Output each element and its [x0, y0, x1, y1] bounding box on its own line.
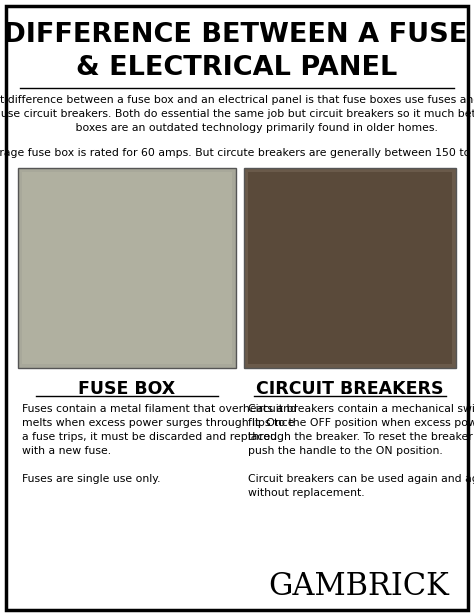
- Text: FUSE BOX: FUSE BOX: [78, 380, 175, 398]
- Text: THE DIFFERENCE BETWEEN A FUSE BOX: THE DIFFERENCE BETWEEN A FUSE BOX: [0, 22, 474, 48]
- Text: GAMBRICK: GAMBRICK: [268, 571, 449, 602]
- Text: Fuses contain a metal filament that overheats and
melts when excess power surges: Fuses contain a metal filament that over…: [22, 404, 297, 484]
- Text: The average fuse box is rated for 60 amps. But circute breakers are generally be: The average fuse box is rated for 60 amp…: [0, 148, 474, 158]
- Bar: [22, 172, 232, 364]
- Text: The biggest difference between a fuse box and an electrical panel is that fuse b: The biggest difference between a fuse bo…: [0, 95, 474, 133]
- Bar: [248, 172, 452, 364]
- Text: Circuit breakers contain a mechanical switch that
flips to the OFF position when: Circuit breakers contain a mechanical sw…: [248, 404, 474, 498]
- Bar: [18, 168, 236, 368]
- Bar: [244, 168, 456, 368]
- Text: CIRCUIT BREAKERS: CIRCUIT BREAKERS: [256, 380, 444, 398]
- Text: & ELECTRICAL PANEL: & ELECTRICAL PANEL: [76, 55, 398, 81]
